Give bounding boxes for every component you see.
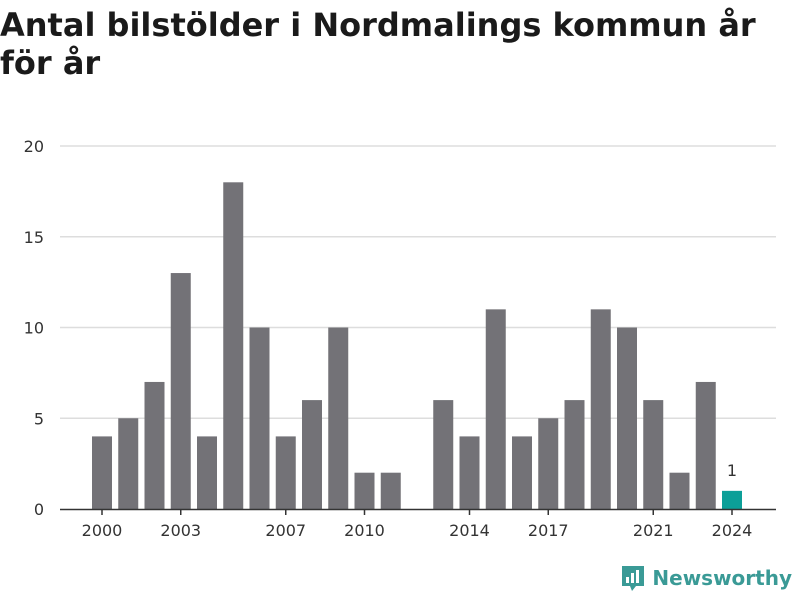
bar-2005 bbox=[223, 182, 244, 510]
data-labels: 1 bbox=[727, 461, 737, 480]
chart-title: Antal bilstölder i Nordmalings kommun år… bbox=[0, 6, 756, 82]
y-tick-label: 15 bbox=[24, 228, 44, 247]
x-tick-label: 2000 bbox=[82, 521, 123, 540]
newsworthy-logo: Newsworthy bbox=[620, 564, 792, 592]
bar-2014 bbox=[459, 436, 480, 509]
bar-2004 bbox=[197, 436, 217, 509]
bar-2019 bbox=[590, 309, 611, 509]
x-tick-label: 2014 bbox=[449, 521, 490, 540]
bar-2000 bbox=[92, 436, 112, 509]
x-tick-label: 2010 bbox=[344, 521, 385, 540]
y-tick-label: 5 bbox=[34, 409, 44, 428]
bar-2015 bbox=[485, 309, 506, 509]
bar-2003 bbox=[170, 273, 191, 509]
y-axis-ticks: 0 5 10 15 20 bbox=[24, 137, 44, 519]
y-tick-label: 10 bbox=[24, 319, 44, 338]
y-tick-label: 0 bbox=[34, 500, 44, 519]
bar-2011 bbox=[380, 472, 401, 509]
x-tick-label: 2021 bbox=[633, 521, 674, 540]
data-label: 1 bbox=[727, 461, 737, 480]
bar-2023 bbox=[695, 381, 716, 509]
bar-2008 bbox=[302, 400, 322, 509]
newsworthy-logo-icon bbox=[622, 566, 645, 591]
bar-2010 bbox=[354, 472, 375, 509]
bar-2018 bbox=[564, 400, 585, 509]
x-tick-label: 2007 bbox=[265, 521, 306, 540]
bar-2022 bbox=[669, 472, 690, 509]
x-tick-label: 2017 bbox=[528, 521, 569, 540]
x-tick-label: 2024 bbox=[712, 521, 753, 540]
bar-2001 bbox=[118, 418, 139, 509]
bar-2006 bbox=[249, 327, 270, 509]
bar-2013 bbox=[433, 400, 454, 509]
bar-2021 bbox=[643, 400, 664, 509]
brand-name: Newsworthy bbox=[652, 566, 792, 590]
grid-lines bbox=[60, 145, 776, 419]
bars bbox=[92, 182, 742, 510]
bar-2002 bbox=[144, 381, 165, 509]
x-axis-ticks: 2000 2003 2007 2010 2014 2017 2021 2024 bbox=[82, 509, 753, 540]
bar-2009 bbox=[328, 327, 349, 509]
bar-2024 bbox=[722, 490, 742, 509]
y-tick-label: 20 bbox=[24, 137, 44, 156]
x-tick-label: 2003 bbox=[160, 521, 201, 540]
bar-2016 bbox=[512, 436, 532, 509]
bar-2017 bbox=[538, 418, 559, 509]
bar-2020 bbox=[617, 327, 637, 509]
bar-2007 bbox=[275, 436, 296, 509]
